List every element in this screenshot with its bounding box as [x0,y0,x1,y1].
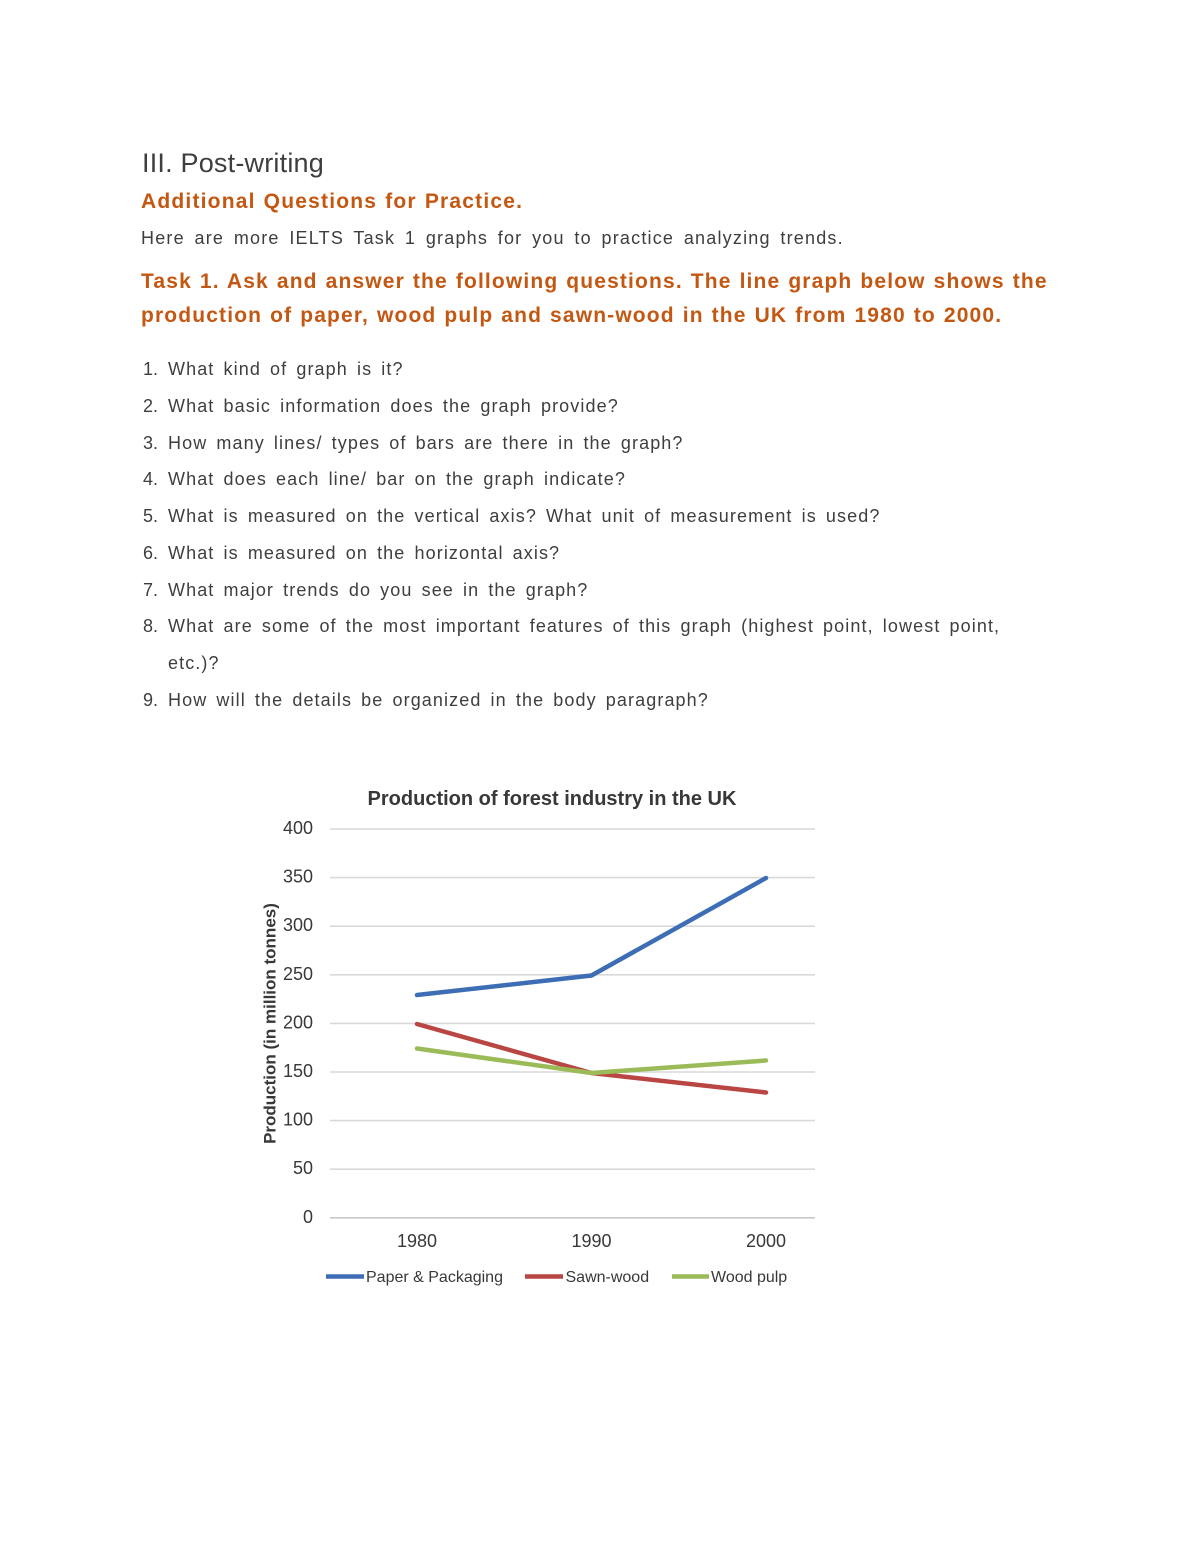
svg-text:100: 100 [283,1110,313,1130]
svg-text:Production of forest industry: Production of forest industry in the UK [368,788,737,810]
svg-text:150: 150 [283,1061,313,1081]
svg-text:250: 250 [283,964,313,984]
svg-text:Wood pulp: Wood pulp [711,1269,787,1286]
svg-text:400: 400 [283,818,313,838]
svg-text:1980: 1980 [397,1231,437,1251]
svg-text:0: 0 [303,1207,313,1227]
svg-text:Production (in million tonnes): Production (in million tonnes) [261,903,280,1144]
svg-text:200: 200 [283,1012,313,1032]
svg-text:350: 350 [283,867,313,887]
svg-text:Sawn-wood: Sawn-wood [566,1269,650,1286]
svg-text:1990: 1990 [571,1231,611,1251]
svg-text:2000: 2000 [746,1231,786,1251]
svg-text:50: 50 [293,1158,313,1178]
svg-text:Paper & Packaging: Paper & Packaging [366,1269,503,1286]
svg-text:300: 300 [283,915,313,935]
